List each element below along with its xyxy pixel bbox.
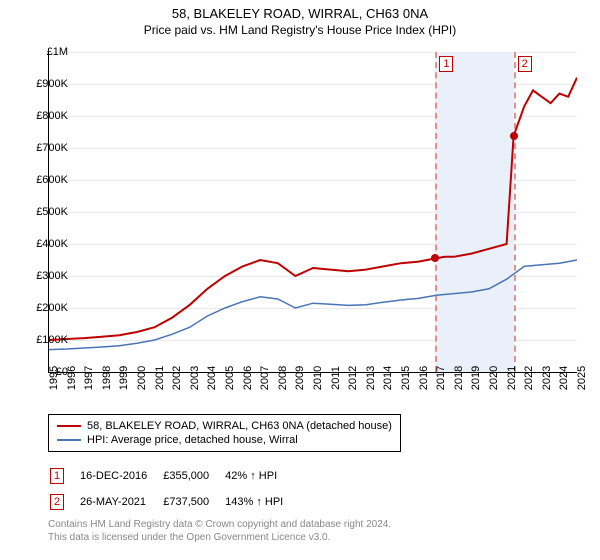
x-axis-label: 2004	[206, 366, 218, 390]
y-axis-label: £700K	[28, 142, 68, 154]
chart-title: 58, BLAKELEY ROAD, WIRRAL, CH63 0NA	[0, 0, 600, 21]
x-axis-label: 1995	[48, 366, 60, 390]
legend-label: HPI: Average price, detached house, Wirr…	[87, 434, 298, 446]
x-axis-label: 2007	[259, 366, 271, 390]
y-axis-label: £400K	[28, 238, 68, 250]
x-axis-label: 2002	[171, 366, 183, 390]
x-axis-label: 2008	[277, 366, 289, 390]
x-axis-label: 2020	[488, 366, 500, 390]
y-axis-label: £500K	[28, 206, 68, 218]
event-price: £737,500	[163, 490, 223, 514]
x-axis-label: 2006	[242, 366, 254, 390]
legend: 58, BLAKELEY ROAD, WIRRAL, CH63 0NA (det…	[48, 414, 401, 452]
x-axis-label: 2022	[523, 366, 535, 390]
y-axis-label: £1M	[28, 46, 68, 58]
x-axis-label: 2005	[224, 366, 236, 390]
y-axis-label: £800K	[28, 110, 68, 122]
x-axis-label: 2010	[312, 366, 324, 390]
series-line	[49, 260, 577, 350]
chart-subtitle: Price paid vs. HM Land Registry's House …	[0, 21, 600, 37]
x-axis-label: 2025	[576, 366, 588, 390]
x-axis-label: 2019	[470, 366, 482, 390]
x-axis-label: 2014	[382, 366, 394, 390]
event-delta: 42% ↑ HPI	[225, 464, 297, 488]
chart-container: 58, BLAKELEY ROAD, WIRRAL, CH63 0NA Pric…	[0, 0, 600, 560]
x-axis-label: 1998	[101, 366, 113, 390]
event-row: 1 16-DEC-2016£355,00042% ↑ HPI	[50, 464, 297, 488]
event-number: 1	[50, 468, 64, 484]
event-price: £355,000	[163, 464, 223, 488]
x-axis-label: 2012	[347, 366, 359, 390]
event-number: 2	[50, 494, 64, 510]
footer-line1: Contains HM Land Registry data © Crown c…	[48, 518, 391, 531]
x-axis-label: 2018	[453, 366, 465, 390]
event-row: 2 26-MAY-2021£737,500143% ↑ HPI	[50, 490, 297, 514]
y-axis-label: £300K	[28, 270, 68, 282]
y-axis-label: £600K	[28, 174, 68, 186]
x-axis-label: 1999	[118, 366, 130, 390]
legend-item: HPI: Average price, detached house, Wirr…	[57, 433, 392, 447]
x-axis-label: 2024	[558, 366, 570, 390]
x-axis-label: 2016	[418, 366, 430, 390]
event-delta: 143% ↑ HPI	[225, 490, 297, 514]
event-date: 26-MAY-2021	[80, 490, 161, 514]
legend-swatch	[57, 439, 81, 441]
x-axis-label: 2017	[435, 366, 447, 390]
x-axis-label: 1997	[83, 366, 95, 390]
x-axis-label: 2001	[154, 366, 166, 390]
x-axis-label: 2021	[506, 366, 518, 390]
event-dot	[510, 132, 518, 140]
event-dot	[431, 254, 439, 262]
x-axis-label: 2003	[189, 366, 201, 390]
x-axis-label: 2023	[541, 366, 553, 390]
legend-label: 58, BLAKELEY ROAD, WIRRAL, CH63 0NA (det…	[87, 420, 392, 432]
y-axis-label: £900K	[28, 78, 68, 90]
plot-area: 12	[48, 52, 577, 373]
x-axis-label: 1996	[66, 366, 78, 390]
footer-line2: This data is licensed under the Open Gov…	[48, 531, 391, 544]
x-axis-label: 2011	[330, 366, 342, 390]
legend-swatch	[57, 425, 81, 427]
y-axis-label: £100K	[28, 334, 68, 346]
x-axis-label: 2013	[365, 366, 377, 390]
x-axis-label: 2000	[136, 366, 148, 390]
x-axis-label: 2009	[294, 366, 306, 390]
x-axis-label: 2015	[400, 366, 412, 390]
events-table: 1 16-DEC-2016£355,00042% ↑ HPI 2 26-MAY-202…	[48, 462, 299, 516]
series-lines	[49, 52, 577, 372]
event-date: 16-DEC-2016	[80, 464, 161, 488]
footer-attribution: Contains HM Land Registry data © Crown c…	[48, 518, 391, 544]
series-line	[49, 78, 577, 340]
legend-item: 58, BLAKELEY ROAD, WIRRAL, CH63 0NA (det…	[57, 419, 392, 433]
y-axis-label: £200K	[28, 302, 68, 314]
